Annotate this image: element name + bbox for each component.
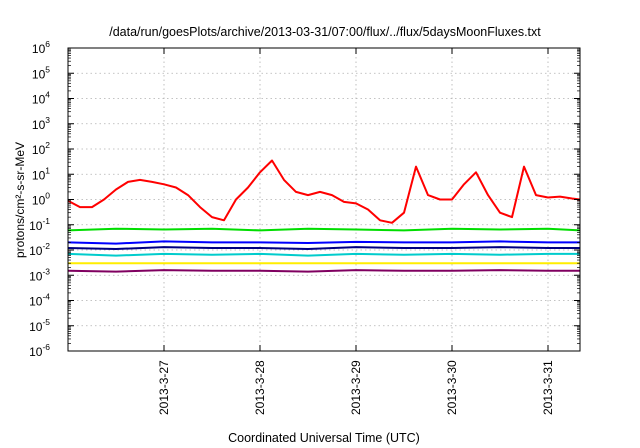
- series-line-7: [67, 269, 580, 273]
- y-tick-label: 105: [32, 64, 50, 81]
- y-tick-base: 10: [29, 295, 43, 309]
- y-tick-exponent: -1: [42, 216, 50, 226]
- x-tick-label: 2013-3-31: [541, 360, 555, 415]
- y-tick-base: 10: [32, 143, 46, 157]
- y-tick-label: 10-3: [29, 266, 50, 283]
- y-tick-exponent: -6: [42, 342, 50, 352]
- series-line-1: [67, 159, 581, 224]
- y-tick-label: 104: [32, 90, 50, 107]
- series-line-4: [67, 246, 580, 250]
- series-line-2: [67, 227, 581, 232]
- chart-title: /data/run/goesPlots/archive/2013-03-31/0…: [109, 25, 541, 39]
- y-tick-label: 10-6: [29, 342, 50, 359]
- y-tick-exponent: 1: [45, 165, 50, 175]
- series-line-3: [67, 240, 580, 245]
- y-tick-label: 103: [32, 115, 50, 132]
- x-tick-label: 2013-3-29: [349, 360, 363, 415]
- y-tick-label: 10-2: [29, 241, 50, 258]
- x-tick-label: 2013-3-28: [253, 360, 267, 415]
- y-tick-exponent: -3: [42, 266, 50, 276]
- y-tick-base: 10: [32, 42, 46, 56]
- y-tick-base: 10: [29, 345, 43, 359]
- y-tick-exponent: 5: [45, 64, 50, 74]
- x-axis-ticks: 2013-3-27 2013-3-28 2013-3-29 2013-3-30 2013…: [157, 48, 555, 415]
- y-tick-base: 10: [32, 168, 46, 182]
- x-tick-label: 2013-3-27: [157, 360, 171, 415]
- x-axis-label: Coordinated Universal Time (UTC): [228, 431, 420, 445]
- series-line-5: [67, 252, 580, 257]
- y-tick-exponent: 0: [45, 191, 50, 201]
- y-tick-label: 106: [32, 39, 50, 56]
- y-tick-base: 10: [29, 320, 43, 334]
- y-tick-base: 10: [32, 67, 46, 81]
- y-tick-label: 10-1: [29, 216, 50, 233]
- y-tick-label: 100: [32, 191, 50, 208]
- y-tick-base: 10: [29, 244, 43, 258]
- y-tick-label: 102: [32, 140, 50, 157]
- y-tick-exponent: -2: [42, 241, 50, 251]
- y-tick-label: 10-4: [29, 292, 50, 309]
- y-tick-base: 10: [32, 118, 46, 132]
- y-tick-exponent: 6: [45, 39, 50, 49]
- y-tick-label: 10-5: [29, 317, 50, 334]
- y-tick-base: 10: [32, 194, 46, 208]
- series-layer: [67, 159, 581, 273]
- y-tick-label: 101: [32, 165, 50, 182]
- y-tick-exponent: 4: [45, 90, 50, 100]
- y-axis-ticks: 10-610-510-410-310-210-11001011021031041…: [29, 39, 580, 359]
- y-tick-base: 10: [29, 219, 43, 233]
- y-tick-exponent: 2: [45, 140, 50, 150]
- y-tick-exponent: -5: [42, 317, 50, 327]
- y-tick-exponent: -4: [42, 292, 50, 302]
- y-tick-base: 10: [32, 93, 46, 107]
- x-tick-label: 2013-3-30: [445, 360, 459, 415]
- y-axis-label: protons/cm²-s-sr-MeV: [13, 142, 27, 258]
- y-tick-exponent: 3: [45, 115, 50, 125]
- y-tick-base: 10: [29, 269, 43, 283]
- grid-lines: [68, 48, 580, 351]
